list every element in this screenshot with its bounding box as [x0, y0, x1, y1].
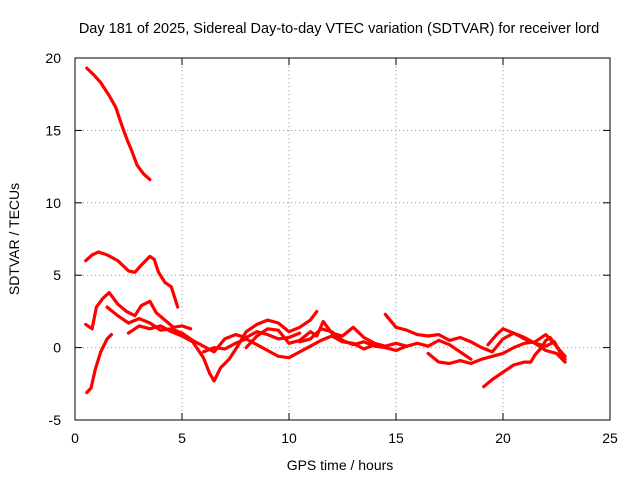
y-tick-label: 5 — [53, 267, 61, 283]
y-tick-label: -5 — [49, 412, 62, 428]
series-arc-5 — [105, 305, 302, 354]
x-axis-label: GPS time / hours — [287, 457, 394, 473]
data-series — [84, 66, 567, 395]
x-tick-label: 10 — [281, 430, 297, 446]
y-tick-label: 15 — [45, 122, 61, 138]
series-arc-1 — [85, 66, 152, 182]
x-tick-label: 0 — [71, 430, 79, 446]
axis-ticks: 0 5 10 15 20 25 -5 0 5 10 15 20 — [45, 50, 618, 446]
series-arc-6 — [126, 309, 319, 383]
y-axis-label: SDTVAR / TECUs — [6, 183, 22, 295]
series-arc-13 — [482, 335, 567, 389]
plot-frame — [74, 57, 611, 421]
y-tick-label: 10 — [45, 195, 61, 211]
series-arc-3 — [84, 291, 193, 331]
series-arc-11 — [426, 333, 567, 366]
x-tick-label: 15 — [388, 430, 404, 446]
x-tick-label: 25 — [602, 430, 618, 446]
series-arc-4 — [85, 333, 114, 395]
x-tick-label: 20 — [495, 430, 511, 446]
series-arc-2 — [84, 250, 180, 309]
series-arc-12 — [486, 327, 567, 364]
x-tick-label: 5 — [178, 430, 186, 446]
y-tick-label: 0 — [53, 340, 61, 356]
grid-lines — [75, 58, 610, 420]
y-tick-label: 20 — [45, 50, 61, 66]
series-arc-9 — [298, 327, 473, 361]
chart-title: Day 181 of 2025, Sidereal Day-to-day VTE… — [79, 21, 599, 37]
series-arc-8 — [244, 319, 409, 350]
